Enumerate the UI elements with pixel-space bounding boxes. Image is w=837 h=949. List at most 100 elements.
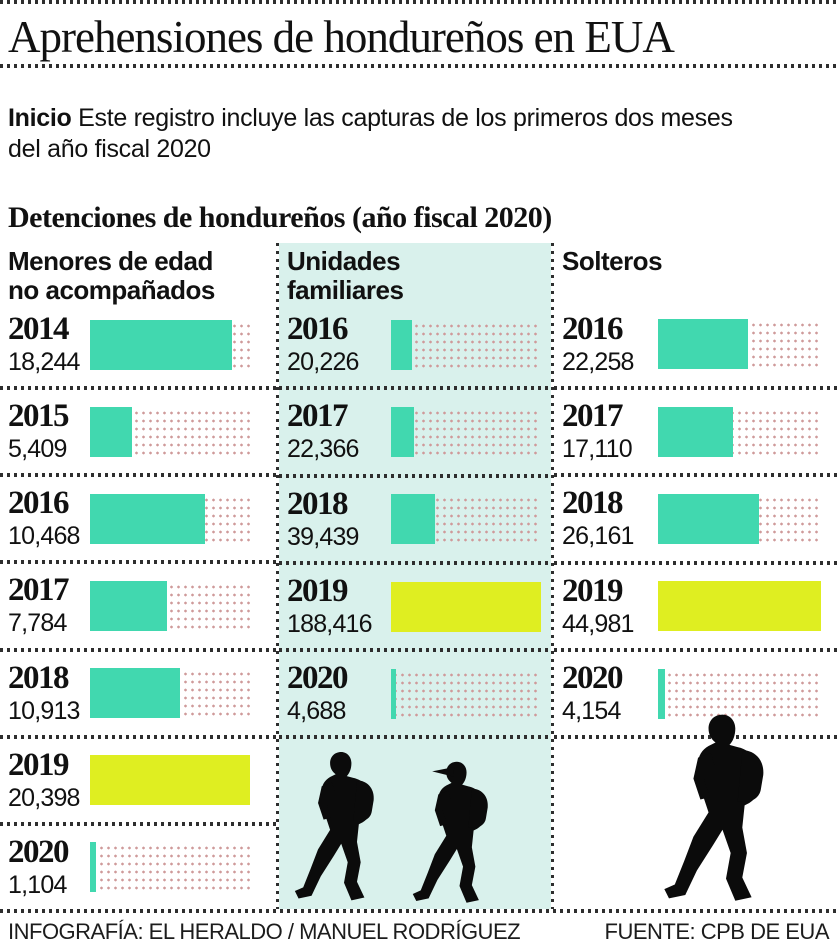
value-label: 20,398 (8, 783, 80, 812)
column-solteros: Solteros 2016 22,258 2017 17,110 2018 26,16… (554, 243, 837, 909)
page-title: Aprehensiones de hondureños en EUA (8, 12, 675, 62)
title-dotted-rule (0, 64, 837, 68)
chart-title: Detenciones de hondureños (año fiscal 20… (8, 201, 552, 234)
bar-track (391, 581, 541, 632)
year-label: 2017 (562, 398, 624, 435)
value-label: 10,468 (8, 522, 80, 551)
row-separator (554, 647, 837, 652)
bar-row: 2016 10,468 (0, 477, 276, 560)
walking-migrant-large-icon (664, 714, 764, 901)
bar-row: 2020 4,154 (554, 652, 837, 735)
bar-row: 2020 4,688 (279, 652, 551, 735)
value-label: 5,409 (8, 435, 67, 464)
bar (391, 319, 412, 370)
footer: INFOGRAFÍA: EL HERALDO / MANUEL RODRÍGUE… (0, 913, 837, 949)
year-label: 2018 (287, 485, 349, 522)
bar-track (658, 319, 821, 370)
row-separator (279, 473, 551, 478)
bar (90, 580, 167, 631)
value-label: 44,981 (562, 609, 634, 638)
header: Aprehensiones de hondureños en EUA (0, 4, 837, 64)
migrants-illustration (279, 739, 551, 909)
bar-row: 2017 7,784 (0, 564, 276, 647)
value-label: 4,688 (287, 697, 346, 726)
bar-track (658, 668, 821, 719)
year-label: 2020 (562, 660, 624, 697)
bar-track (90, 668, 250, 719)
row-separator (554, 473, 837, 478)
bar (391, 668, 396, 719)
bar (391, 406, 414, 457)
row-separator (0, 560, 276, 565)
year-label: 2018 (8, 659, 70, 696)
row-separator (279, 648, 551, 653)
bar-track (90, 493, 250, 544)
walking-migrant-cap-icon (412, 761, 488, 903)
data-source: FUENTE: CPB DE EUA (604, 919, 830, 944)
bar-row: 2018 26,161 (554, 477, 837, 560)
bar-row: 2020 1,104 (0, 826, 276, 909)
value-label: 20,226 (287, 348, 359, 377)
bar (658, 406, 733, 457)
intro-lead: Inicio (8, 104, 72, 132)
intro-text: Inicio Este registro incluye las captura… (0, 93, 770, 168)
column-menores-header: Menores de edad no acompañados (8, 246, 215, 305)
bar-track (391, 406, 541, 457)
bar-track (391, 319, 541, 370)
value-label: 18,244 (8, 348, 80, 377)
row-separator (554, 735, 837, 740)
bar-row: 2017 22,366 (279, 390, 551, 473)
migrant-illustration (554, 714, 837, 909)
row-separator (554, 560, 837, 565)
bar (90, 493, 206, 544)
infographic-credit: INFOGRAFÍA: EL HERALDO / MANUEL RODRÍGUE… (8, 919, 521, 944)
intro-body: Este registro incluye las capturas de lo… (8, 104, 733, 163)
bar (391, 581, 541, 632)
bar-track (658, 406, 821, 457)
bar (391, 494, 435, 545)
bar-track (90, 580, 250, 631)
value-label: 7,784 (8, 609, 67, 638)
row-separator (554, 385, 837, 390)
year-label: 2016 (562, 310, 624, 347)
year-label: 2016 (8, 485, 70, 522)
column-unidades: Unidades familiares 2016 20,226 2017 22,36… (279, 243, 551, 909)
value-label: 39,439 (287, 522, 359, 551)
bar-row: 2016 20,226 (279, 303, 551, 386)
year-label: 2015 (8, 398, 70, 435)
year-label: 2016 (287, 311, 349, 348)
column-divider (276, 243, 279, 909)
bar-track (391, 494, 541, 545)
year-label: 2019 (8, 746, 70, 783)
bar-track (90, 842, 250, 893)
bar (90, 668, 180, 719)
bar (90, 842, 97, 893)
value-label: 22,366 (287, 435, 359, 464)
row-separator (279, 735, 551, 740)
row-separator (0, 821, 276, 826)
row-separator (0, 386, 276, 391)
row-separator (0, 473, 276, 478)
value-label: 22,258 (562, 347, 634, 376)
row-separator (0, 647, 276, 652)
year-label: 2018 (562, 485, 624, 522)
bar (658, 581, 821, 632)
value-label: 1,104 (8, 870, 67, 899)
bar-track (90, 406, 250, 457)
value-label: 4,154 (562, 697, 621, 726)
bar (658, 668, 665, 719)
chart-columns: Menores de edad no acompañados 2014 18,24… (0, 243, 837, 909)
bar-row: 2018 39,439 (279, 478, 551, 561)
bar-row: 2019 20,398 (0, 739, 276, 822)
year-label: 2019 (562, 572, 624, 609)
year-label: 2017 (8, 572, 70, 609)
value-label: 17,110 (562, 435, 633, 464)
column-menores: Menores de edad no acompañados 2014 18,24… (0, 243, 276, 909)
top-dotted-rule (0, 0, 837, 4)
bar-row: 2019 188,416 (279, 565, 551, 648)
value-label: 10,913 (8, 696, 80, 725)
bar-row: 2015 5,409 (0, 390, 276, 473)
bar-row: 2017 17,110 (554, 390, 837, 473)
year-label: 2017 (287, 398, 349, 435)
year-label: 2019 (287, 573, 349, 609)
